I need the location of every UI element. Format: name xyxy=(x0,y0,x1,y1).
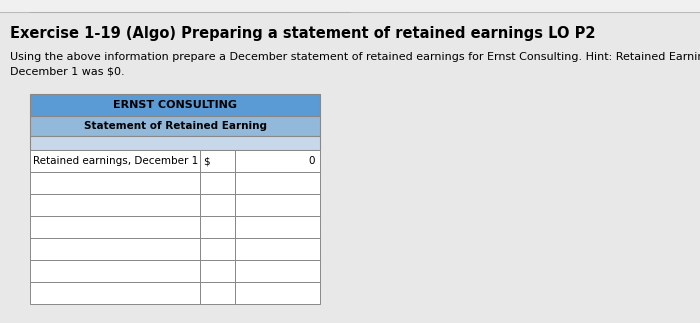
Bar xyxy=(200,238,235,260)
Text: Using the above information prepare a December statement of retained earnings fo: Using the above information prepare a De… xyxy=(10,52,700,62)
Bar xyxy=(30,172,200,194)
Bar xyxy=(235,150,320,172)
Text: 0: 0 xyxy=(309,156,315,166)
Bar xyxy=(30,116,320,136)
Bar xyxy=(200,172,235,194)
Text: Statement of Retained Earning: Statement of Retained Earning xyxy=(83,121,267,131)
Text: ERNST CONSULTING: ERNST CONSULTING xyxy=(113,100,237,110)
Bar xyxy=(235,194,320,216)
Text: December 1 was $0.: December 1 was $0. xyxy=(10,66,125,76)
Bar xyxy=(30,216,200,238)
Bar xyxy=(30,150,200,172)
Bar xyxy=(235,216,320,238)
Bar xyxy=(235,282,320,304)
Bar xyxy=(200,194,235,216)
Bar xyxy=(30,282,200,304)
Bar xyxy=(200,260,235,282)
Bar xyxy=(200,216,235,238)
Text: Retained earnings, December 1: Retained earnings, December 1 xyxy=(33,156,198,166)
Bar xyxy=(30,136,320,150)
Bar xyxy=(200,150,235,172)
Bar xyxy=(200,282,235,304)
Bar xyxy=(235,238,320,260)
Bar xyxy=(235,260,320,282)
Bar xyxy=(30,238,200,260)
Bar xyxy=(0,0,700,12)
Text: Exercise 1-19 (Algo) Preparing a statement of retained earnings LO P2: Exercise 1-19 (Algo) Preparing a stateme… xyxy=(10,26,596,41)
Bar xyxy=(30,194,200,216)
Text: $: $ xyxy=(203,156,209,166)
Bar xyxy=(235,172,320,194)
Bar xyxy=(30,94,320,116)
Bar xyxy=(30,260,200,282)
